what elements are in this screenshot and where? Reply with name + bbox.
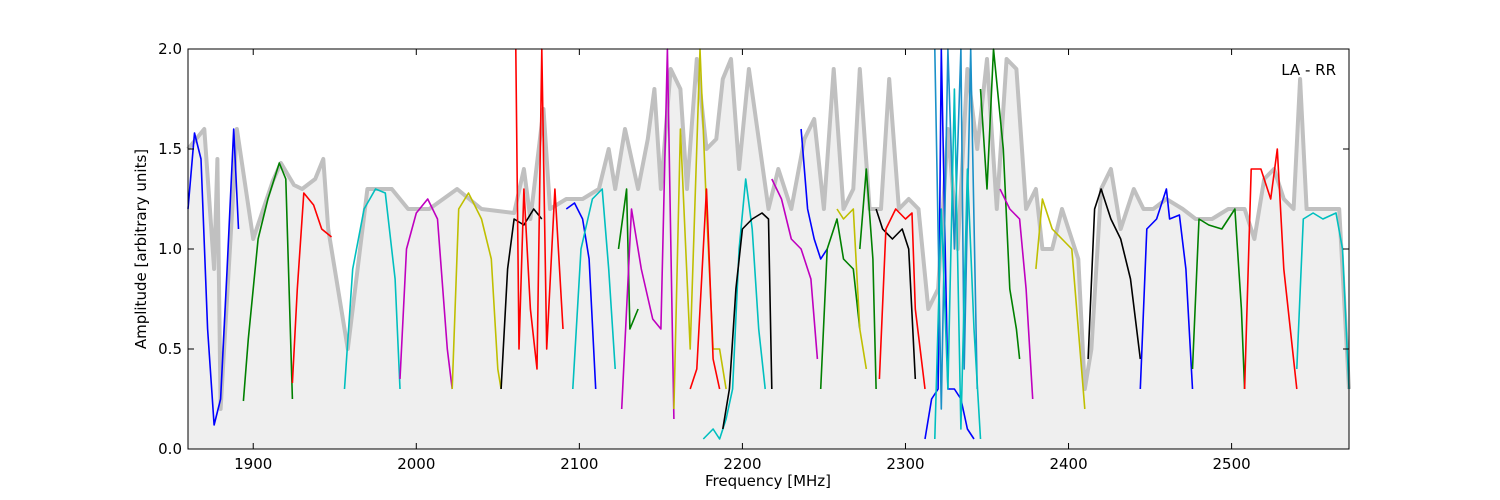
series-segment-18 xyxy=(819,218,861,390)
series-segment-1 xyxy=(242,162,294,402)
series-segment-8 xyxy=(565,202,597,390)
series-segment-33 xyxy=(1296,212,1350,390)
series-segment-0 xyxy=(187,128,240,426)
series-segment-17 xyxy=(800,128,828,260)
series-segment-3 xyxy=(343,188,401,390)
series-segment-27 xyxy=(999,188,1034,400)
y-tick-label-0.0: 0.0 xyxy=(158,440,182,458)
x-tick-label-2000: 2000 xyxy=(397,455,435,473)
series-segment-20 xyxy=(859,168,877,390)
y-tick-label-2.0: 2.0 xyxy=(158,40,182,58)
series-segment-2 xyxy=(291,192,333,384)
series-segment-31 xyxy=(1191,208,1246,390)
series-segment-28 xyxy=(1035,198,1086,410)
background-trace-line xyxy=(186,57,1351,411)
series-segment-32 xyxy=(1243,148,1298,390)
y-tick-label-1.0: 1.0 xyxy=(158,240,182,258)
series-segment-7 xyxy=(515,48,564,370)
series-segment-6 xyxy=(500,208,543,390)
x-axis: 1900 2000 2100 2200 2300 2400 2500 xyxy=(234,49,1251,473)
series-segment-21 xyxy=(875,208,917,380)
x-tick-label-2100: 2100 xyxy=(560,455,598,473)
x-axis-label: Frequency [MHz] xyxy=(705,472,831,490)
series-segment-4 xyxy=(399,198,453,390)
series-segment-16 xyxy=(771,178,819,360)
series-segment-29 xyxy=(1087,188,1142,360)
series-segment-30 xyxy=(1139,188,1194,390)
series-segment-26 xyxy=(979,48,1021,360)
series-segment-19 xyxy=(836,208,868,370)
y-tick-label-0.5: 0.5 xyxy=(158,340,182,358)
chart-annotation: LA - RR xyxy=(1281,61,1336,79)
series-segment-12 xyxy=(673,48,727,410)
series-segment-5 xyxy=(451,192,502,390)
y-tick-label-1.5: 1.5 xyxy=(158,140,182,158)
series-segment-24 xyxy=(934,48,978,410)
series-segment-15 xyxy=(689,188,721,390)
series-segment-9 xyxy=(572,188,616,390)
y-axis-label: Amplitude [arbitrary units] xyxy=(132,149,150,349)
series-segment-13 xyxy=(702,178,766,440)
x-tick-label-2300: 2300 xyxy=(886,455,924,473)
series-layer xyxy=(187,48,1350,440)
x-tick-label-2200: 2200 xyxy=(723,455,761,473)
series-segment-25 xyxy=(934,88,982,440)
y-axis: 0.0 0.5 1.0 1.5 2.0 xyxy=(158,40,1349,458)
x-tick-label-2400: 2400 xyxy=(1049,455,1087,473)
series-segment-14 xyxy=(722,212,773,430)
x-tick-label-2500: 2500 xyxy=(1213,455,1251,473)
series-segment-22 xyxy=(878,208,926,390)
x-tick-label-1900: 1900 xyxy=(234,455,272,473)
